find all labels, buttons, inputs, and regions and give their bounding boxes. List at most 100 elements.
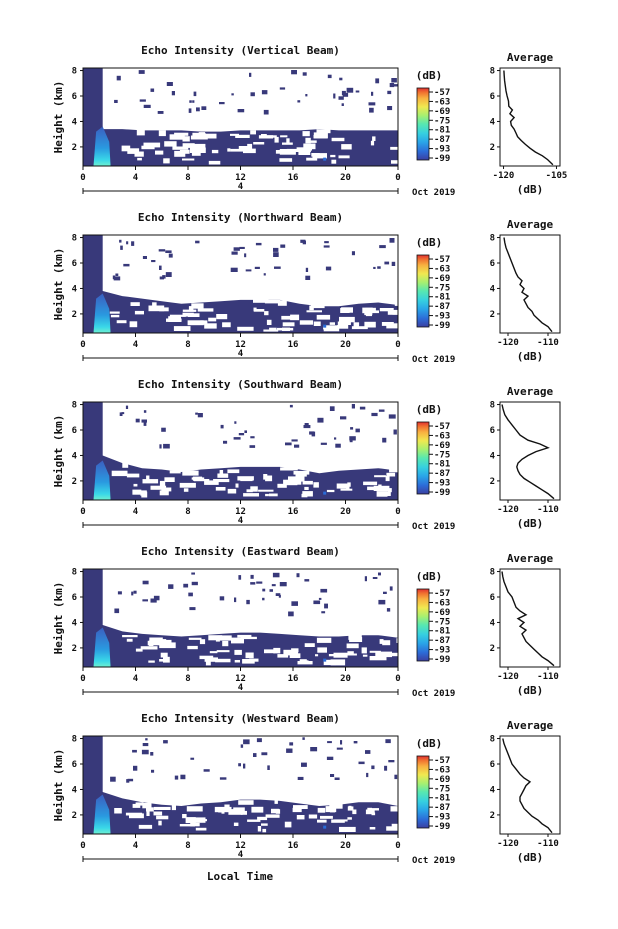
echo-blob: [197, 413, 203, 418]
echo-gap: [280, 467, 294, 471]
average-y-tick: 4: [490, 117, 496, 127]
echo-blob: [300, 239, 306, 243]
echo-gap: [346, 643, 359, 649]
y-axis-label: Height (km): [52, 81, 65, 154]
echo-blob: [126, 241, 129, 245]
echo-gap: [140, 490, 147, 496]
echo-blob: [256, 738, 262, 743]
echo-gap: [381, 322, 394, 326]
echo-blob: [320, 588, 328, 593]
echo-blob: [255, 242, 262, 246]
echo-blob: [125, 405, 129, 409]
echo-gap: [183, 488, 189, 492]
y-tick-label: 6: [72, 426, 77, 436]
echo-blob: [230, 267, 238, 272]
echo-gap: [223, 808, 229, 811]
day-marker: 4: [238, 516, 244, 526]
echo-gap: [126, 638, 133, 642]
echo-gap: [312, 153, 327, 159]
echo-gap: [148, 640, 154, 647]
echo-gap: [293, 805, 308, 809]
colorbar-tick: -69: [434, 107, 450, 117]
echo-gap: [132, 489, 142, 495]
echo-gap: [238, 800, 254, 805]
echo-blob: [240, 744, 244, 748]
echo-gap: [346, 485, 350, 490]
colorbar: [416, 87, 430, 161]
echo-gap: [306, 310, 322, 313]
echo-gap: [253, 142, 265, 145]
echo-gap: [234, 649, 242, 655]
echo-gap: [182, 136, 190, 142]
echo-gap: [146, 475, 150, 480]
echo-blob: [291, 70, 297, 75]
echo-gap: [313, 482, 319, 488]
echo-gap: [336, 483, 348, 489]
echo-blob: [378, 572, 381, 576]
average-x-label: (dB): [517, 684, 544, 697]
x-tick-label: 16: [288, 173, 299, 183]
echo-gap: [316, 129, 331, 134]
colorbar-tick: -99: [434, 655, 450, 665]
echo-blob: [161, 427, 166, 432]
echo-blob: [114, 608, 120, 614]
panel-title: Echo Intensity (Southward Beam): [138, 378, 343, 391]
echo-blob: [389, 586, 393, 591]
echo-gap: [133, 483, 138, 487]
echo-blob: [158, 249, 166, 252]
echo-gap: [146, 807, 154, 812]
echo-blob: [324, 241, 329, 244]
echo-gap: [221, 809, 225, 814]
echo-gap: [168, 316, 181, 322]
y-axis-label: Height (km): [52, 749, 65, 822]
echo-gap: [233, 822, 239, 826]
echo-gap: [375, 651, 392, 658]
echo-blob: [192, 100, 195, 103]
echo-gap: [308, 814, 318, 819]
echo-blob: [365, 750, 371, 754]
echo-blob: [305, 267, 309, 272]
echo-blob: [386, 608, 391, 612]
echo-gap: [191, 303, 204, 309]
echo-gap: [369, 650, 381, 653]
echo-gap: [235, 134, 250, 138]
echo-blob: [329, 406, 335, 411]
echo-blob: [335, 443, 341, 448]
x-tick-label: 8: [185, 841, 190, 851]
echo-gap: [227, 469, 240, 474]
echo-blob: [233, 247, 240, 251]
echo-gap: [146, 811, 150, 816]
echo-gap: [317, 647, 327, 653]
echo-gap: [125, 812, 143, 816]
echo-gap: [374, 475, 386, 478]
y-axis-label: Height (km): [52, 582, 65, 655]
echo-blob: [271, 584, 276, 587]
echo-blob: [219, 777, 227, 780]
x-tick-label: 16: [288, 507, 299, 517]
echo-gap: [153, 811, 163, 816]
echo-gap: [224, 804, 230, 809]
echo-gap: [331, 159, 337, 164]
echo-blob: [135, 418, 140, 423]
panel-title: Echo Intensity (Northward Beam): [138, 211, 343, 224]
echo-gap: [264, 311, 269, 316]
x-tick-label: 4: [133, 507, 139, 517]
echo-blob: [272, 572, 280, 578]
echo-gap: [269, 493, 278, 497]
echo-blob: [379, 245, 386, 249]
echo-blob: [273, 252, 279, 257]
echo-gap: [200, 320, 208, 325]
echo-gap: [164, 477, 175, 482]
average-y-tick: 8: [490, 735, 495, 745]
echo-blob: [303, 425, 311, 429]
echo-blob: [326, 756, 334, 760]
echo-spot: [323, 324, 327, 328]
echo-gap: [337, 325, 349, 329]
echo-gap: [250, 486, 258, 492]
echo-gap: [257, 816, 268, 821]
echo-gap: [204, 323, 217, 329]
echo-blob: [157, 111, 164, 114]
colorbar-tick: -75: [434, 450, 450, 460]
echo-gap: [129, 321, 138, 328]
panel-title: Echo Intensity (Westward Beam): [141, 712, 340, 725]
